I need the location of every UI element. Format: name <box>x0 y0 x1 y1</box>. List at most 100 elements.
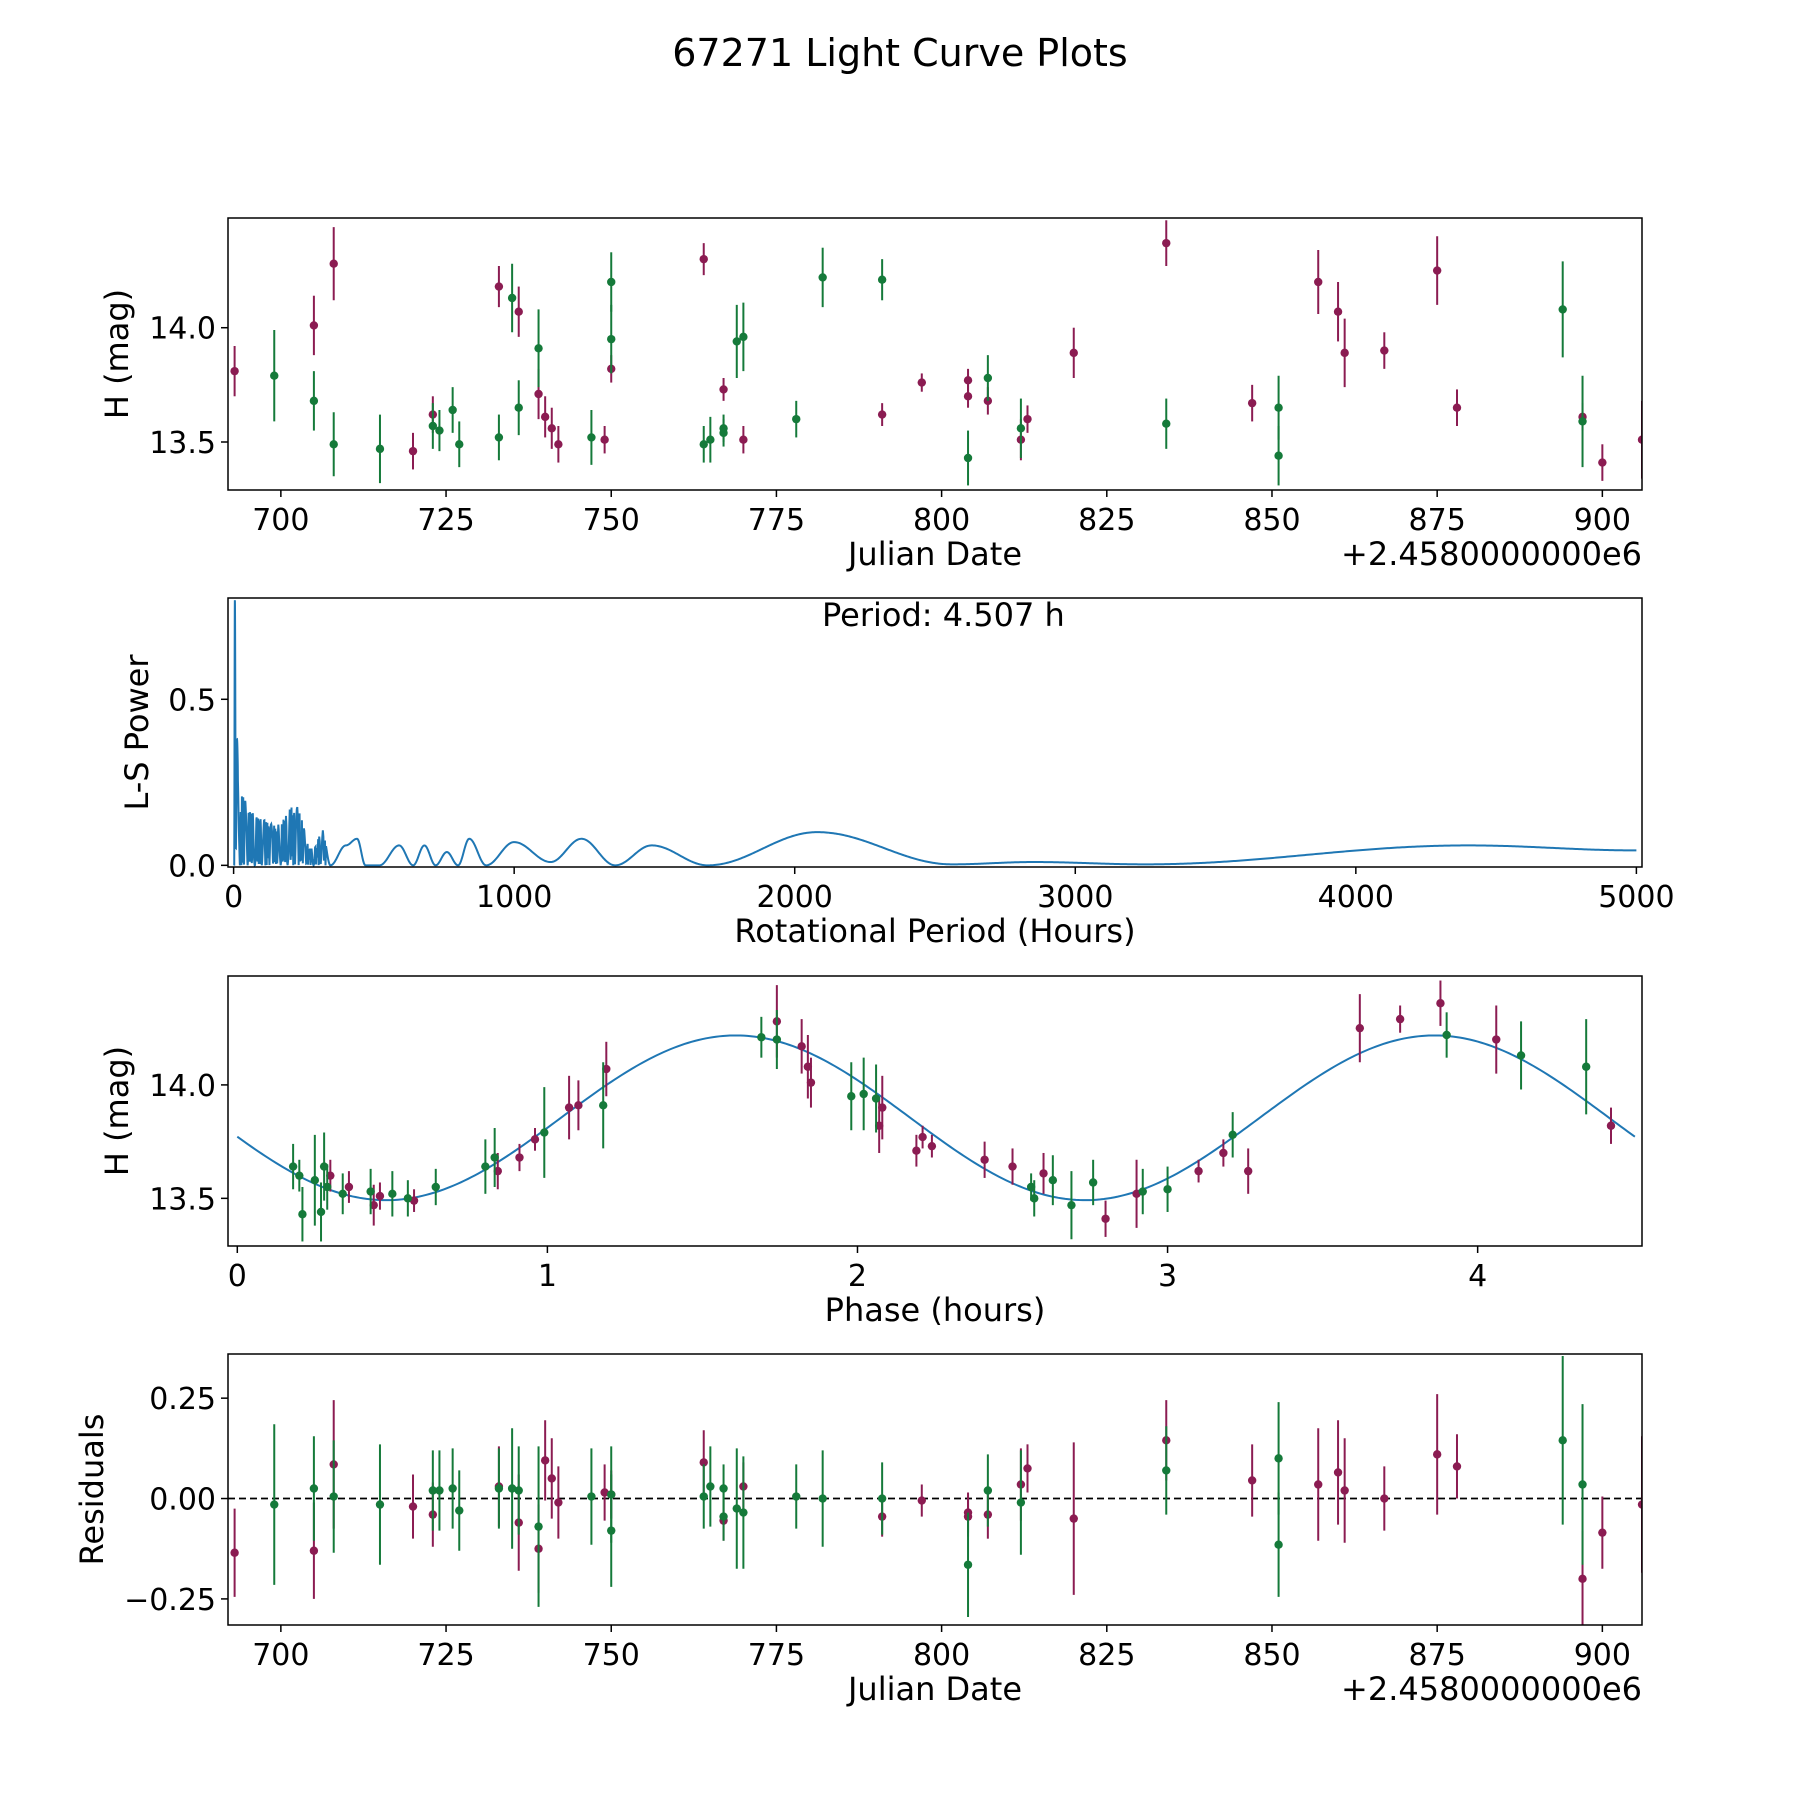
data-point <box>963 376 973 385</box>
data-point <box>1016 424 1026 433</box>
data-point <box>706 1482 715 1491</box>
data-point <box>818 273 827 282</box>
data-point <box>329 1492 338 1501</box>
data-point <box>963 1560 973 1569</box>
data-point <box>428 421 438 431</box>
data-point <box>1606 1121 1616 1130</box>
data-point <box>792 1492 801 1501</box>
data-point <box>983 1486 993 1495</box>
data-point <box>375 444 385 454</box>
data-point <box>772 1035 782 1044</box>
data-point <box>1088 1178 1098 1187</box>
data-point <box>719 1512 728 1521</box>
data-point <box>369 1200 378 1210</box>
data-point <box>1026 1182 1036 1192</box>
data-point <box>547 424 556 433</box>
data-point <box>329 259 338 268</box>
data-point <box>878 1103 887 1112</box>
data-point <box>599 1101 608 1110</box>
data-point <box>803 1062 813 1071</box>
y-tick-label: −0.25 <box>124 1583 216 1618</box>
data-point <box>493 1166 502 1176</box>
data-point <box>310 1176 320 1185</box>
x-axis-label: Rotational Period (Hours) <box>734 912 1135 950</box>
data-point <box>540 1128 549 1137</box>
data-point <box>319 1162 329 1171</box>
data-point <box>607 1526 616 1535</box>
data-point <box>1069 1514 1078 1523</box>
data-point <box>388 1189 397 1199</box>
x-tick-label: 5000 <box>1598 880 1674 915</box>
x-tick-label: 3000 <box>1037 880 1113 915</box>
y-tick-label: 14.0 <box>149 1069 216 1104</box>
data-point <box>448 1484 457 1493</box>
x-tick-label: 3 <box>1158 1259 1177 1294</box>
data-point <box>514 307 523 316</box>
data-point <box>859 1089 868 1099</box>
data-point <box>587 433 596 442</box>
data-point <box>847 1092 856 1101</box>
data-point <box>435 426 444 435</box>
data-point <box>554 440 563 449</box>
data-point <box>963 392 973 401</box>
data-point <box>1442 1030 1451 1040</box>
data-point <box>366 1187 375 1196</box>
data-point <box>1432 266 1442 275</box>
data-point <box>983 373 993 383</box>
data-point <box>871 1094 881 1103</box>
data-point <box>607 277 616 287</box>
data-point <box>806 1078 816 1087</box>
data-point <box>1228 1130 1237 1140</box>
data-point <box>706 435 715 444</box>
data-point <box>1452 403 1462 412</box>
data-point <box>530 1135 540 1144</box>
data-point <box>481 1162 490 1171</box>
data-point <box>917 378 926 387</box>
data-point <box>1023 1464 1032 1473</box>
y-axis-label: L-S Power <box>118 654 156 811</box>
y-tick-label: 13.5 <box>149 426 216 461</box>
data-point <box>1578 1574 1587 1584</box>
data-point <box>1578 1480 1587 1489</box>
data-point <box>792 414 801 424</box>
data-point <box>1314 1480 1323 1489</box>
data-point <box>323 1182 332 1192</box>
data-point <box>547 1474 556 1483</box>
data-point <box>877 275 887 284</box>
data-point <box>494 433 504 442</box>
x-tick-label: 725 <box>417 1638 474 1673</box>
data-point <box>574 1101 583 1110</box>
data-point <box>1333 1468 1343 1477</box>
x-tick-label: 750 <box>583 1638 640 1673</box>
x-axis-label: Julian Date <box>846 535 1022 573</box>
x-tick-label: 900 <box>1574 503 1631 538</box>
x-tick-label: 700 <box>252 1638 309 1673</box>
data-point <box>1581 1062 1591 1071</box>
data-point <box>375 1500 385 1509</box>
data-point <box>963 453 973 463</box>
data-point <box>1247 398 1257 408</box>
x-tick-label: 1000 <box>476 880 552 915</box>
data-point <box>455 1506 464 1515</box>
data-point <box>600 435 609 444</box>
data-point <box>230 366 239 376</box>
panel-periodogram: Period: 4.507 h 0 1000 2000 3000 4000 5000 0.0 0… <box>118 596 1675 950</box>
plot-frame <box>227 597 1643 868</box>
data-point <box>602 1064 611 1074</box>
data-point <box>797 1042 806 1051</box>
data-point <box>1008 1162 1017 1171</box>
data-point <box>1039 1169 1048 1178</box>
plot-area <box>228 1356 1642 1625</box>
data-point <box>587 1492 596 1501</box>
data-point <box>344 1182 354 1192</box>
x-tick-label: 875 <box>1409 1638 1466 1673</box>
data-point <box>1048 1176 1058 1185</box>
data-point <box>1380 1494 1389 1503</box>
data-point <box>338 1189 347 1199</box>
data-point <box>1637 1500 1642 1509</box>
data-point <box>699 440 708 449</box>
data-point <box>912 1146 921 1155</box>
data-point <box>298 1210 307 1219</box>
data-point <box>980 1155 989 1164</box>
